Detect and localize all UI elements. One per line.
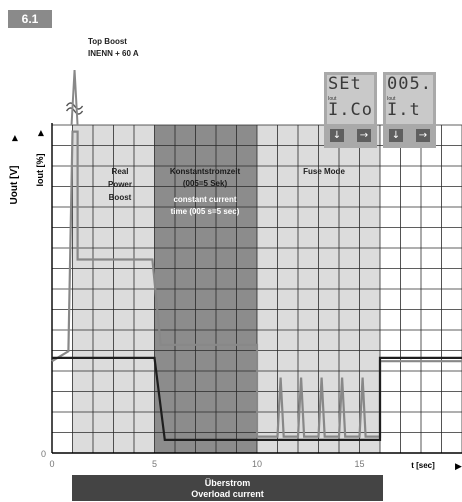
display-row-1: 005. — [387, 74, 432, 94]
axis-break-icon — [65, 102, 84, 110]
axes — [51, 123, 462, 454]
top-boost-current: INENN + 60 A — [88, 49, 139, 58]
top-boost-spike — [70, 69, 79, 126]
axis-break-icon — [65, 107, 84, 115]
right-arrow-button[interactable]: → — [416, 129, 430, 142]
real-power-label-1: Real — [112, 167, 129, 176]
constant-time-de-2: (005=5 Sek) — [183, 179, 228, 188]
display-label: Iout — [328, 96, 337, 102]
display-set: SEt Iout I.Co ↓ → — [324, 72, 377, 148]
voltage-line — [52, 356, 462, 441]
overload-de-label: Überstrom — [204, 478, 251, 488]
constant-time-en-1: constant current — [173, 195, 236, 204]
top-boost-label: Top Boost — [88, 37, 127, 46]
y-zero-label: 0 — [41, 449, 46, 459]
x-axis-label: t [sec] — [411, 461, 435, 470]
display-time: 005. Iout I.t ↓ → — [383, 72, 436, 148]
constant-time-de-1: Konstantstromzeit — [170, 167, 241, 176]
down-arrow-button[interactable]: ↓ — [389, 129, 403, 142]
real-power-label-2: Power — [108, 180, 132, 189]
real-power-label-3: Boost — [109, 193, 132, 202]
y1-arrow-icon: ▶ — [10, 134, 19, 141]
y2-arrow-icon: ▶ — [36, 129, 45, 136]
y1-axis-label: Uout [V] — [9, 166, 20, 205]
x-tick-5: 5 — [152, 459, 157, 469]
x-tick-10: 10 — [252, 459, 262, 469]
overload-current-bar: Überstrom Overload current — [72, 475, 383, 501]
series-lines — [51, 69, 462, 441]
constant-time-en-2: time (005 s=5 sec) — [171, 207, 240, 216]
y2-axis-label: Iout [%] — [35, 154, 45, 187]
x-tick-15: 15 — [354, 459, 364, 469]
display-row-2: I.Co — [328, 100, 373, 120]
grid-lines — [51, 124, 462, 454]
current-line — [51, 130, 462, 438]
right-arrow-button[interactable]: → — [357, 129, 371, 142]
figure-number: 6.1 — [8, 10, 52, 28]
display-row-1: SEt — [328, 74, 362, 94]
display-label: Iout — [387, 96, 396, 102]
display-screen — [327, 75, 374, 124]
x-tick-0: 0 — [49, 459, 54, 469]
x-arrow-icon: ▶ — [455, 461, 462, 471]
down-arrow-button[interactable]: ↓ — [330, 129, 344, 142]
fuse-mode-label: Fuse Mode — [303, 167, 345, 176]
display-screen — [386, 75, 433, 124]
x-tick-labels: 0 5 10 15 — [49, 459, 364, 469]
display-row-2: I.t — [387, 100, 421, 120]
overload-en-label: Overload current — [191, 489, 264, 499]
